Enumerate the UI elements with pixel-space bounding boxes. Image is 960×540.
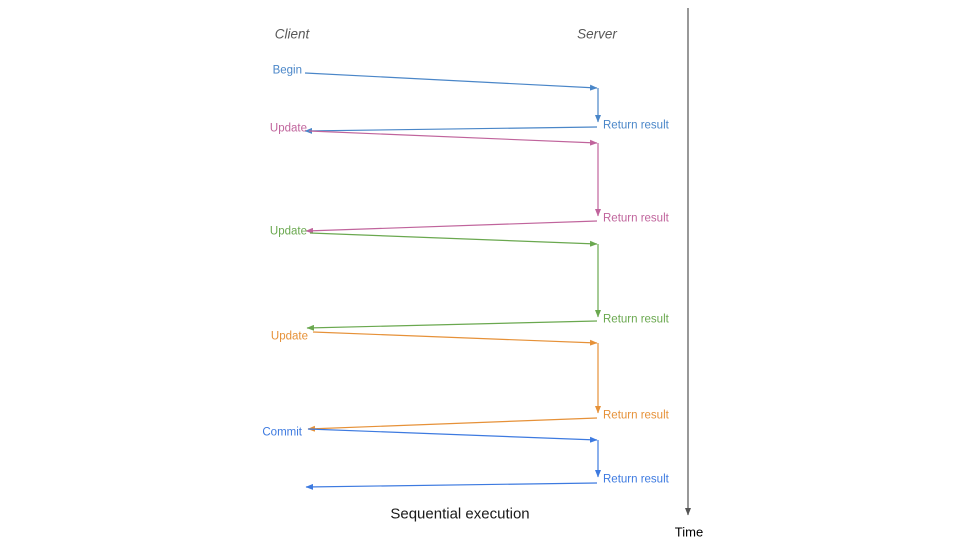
commit-request-arrow [307, 428, 598, 443]
update-2-request-arrow [309, 232, 598, 247]
server-column-header: Server [577, 26, 617, 42]
commit-message-label: Commit [262, 426, 302, 439]
client-column-header: Client [274, 26, 310, 42]
return-result-label: Return result [603, 119, 669, 132]
update-1-request-arrow [308, 130, 598, 146]
return-result-label: Return result [603, 313, 669, 326]
update-3-request-arrow [312, 331, 598, 346]
return-result-label: Return result [603, 409, 669, 422]
update-3-return-arrow [307, 417, 598, 432]
begin-request-arrow [304, 72, 598, 91]
begin-message-label: Begin [272, 64, 302, 77]
update-3-message-label: Update [270, 330, 308, 343]
update-1-message-label: Update [269, 122, 307, 135]
update-2-message-label: Update [269, 225, 307, 238]
return-result-label: Return result [603, 473, 669, 486]
begin-return-arrow [304, 126, 598, 134]
time-axis-label: Time [674, 524, 704, 540]
update-2-return-arrow [306, 320, 598, 331]
diagram-caption: Sequential execution [390, 505, 530, 523]
commit-return-arrow [305, 482, 598, 490]
update-1-return-arrow [305, 220, 598, 234]
return-result-label: Return result [603, 212, 669, 225]
